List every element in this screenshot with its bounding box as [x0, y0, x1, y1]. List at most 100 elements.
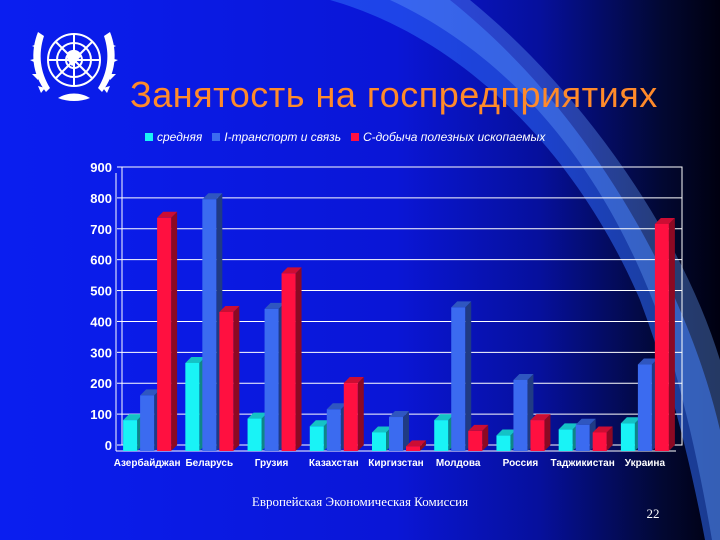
- un-emblem-logo: [30, 32, 118, 101]
- page-number: 22: [646, 506, 660, 521]
- bar: [123, 420, 138, 451]
- bar: [496, 435, 511, 451]
- legend-item-mining: C-добыча полезных ископаемых: [351, 128, 545, 146]
- y-tick-label: 400: [90, 314, 112, 329]
- x-tick-label: Киргизстан: [368, 458, 423, 469]
- x-tick-label: Украина: [625, 458, 666, 469]
- bar-top: [406, 440, 426, 447]
- bar: [406, 446, 420, 451]
- x-tick-label: Таджикистан: [551, 458, 615, 469]
- bar-chart: 0 100 200 300 400 500 600 700 800 900 Азербайджан Б…: [90, 160, 683, 469]
- bar: [637, 364, 652, 451]
- bar-top: [157, 211, 178, 218]
- legend-swatch-transport: [212, 133, 221, 141]
- x-tick-label: Грузия: [255, 458, 289, 469]
- bar-top: [389, 411, 409, 418]
- bar-top: [140, 389, 161, 396]
- bar: [185, 362, 200, 451]
- bar-side: [171, 211, 178, 451]
- bar-top: [451, 301, 472, 308]
- bar-top: [281, 267, 302, 274]
- legend-label-avg: средняя: [157, 130, 203, 144]
- y-tick-label: 100: [90, 407, 112, 422]
- footer-organization: Европейская Экономическая Комиссия: [251, 494, 469, 509]
- legend-label-transport: I-транспорт и связь: [224, 130, 342, 144]
- bar-top: [247, 412, 268, 419]
- bar-side: [544, 414, 551, 451]
- y-tick-label: 600: [90, 253, 112, 268]
- bar: [468, 430, 483, 451]
- bar-side: [357, 377, 364, 451]
- bar: [219, 312, 234, 451]
- bar: [264, 308, 279, 451]
- bar: [389, 417, 403, 451]
- bar: [140, 395, 155, 451]
- bar-top: [620, 417, 641, 424]
- bar-top: [468, 424, 489, 431]
- bar-top: [309, 420, 330, 427]
- bar-top: [575, 418, 596, 425]
- bar-side: [295, 267, 302, 451]
- bar-top: [654, 217, 675, 224]
- bar: [434, 420, 449, 451]
- legend-item-transport: I-транспорт и связь: [212, 128, 341, 146]
- bar-top: [637, 358, 658, 365]
- bar-top: [123, 414, 144, 421]
- bar-side: [606, 426, 613, 451]
- y-tick-label: 700: [90, 222, 112, 237]
- y-tick-label: 500: [90, 284, 112, 299]
- y-tick-label: 800: [90, 191, 112, 206]
- x-tick-label: Казахстан: [309, 458, 359, 469]
- y-tick-label: 300: [90, 345, 112, 360]
- bar: [513, 379, 528, 451]
- bar-top: [264, 302, 285, 309]
- bar-top: [372, 426, 392, 433]
- bar-top: [530, 414, 551, 421]
- bar: [620, 423, 635, 451]
- bar: [281, 273, 296, 451]
- bar: [558, 429, 573, 451]
- x-tick-label: Азербайджан: [114, 457, 181, 469]
- y-tick-label: 200: [90, 376, 112, 391]
- legend-swatch-mining: [351, 133, 360, 141]
- bar: [343, 383, 358, 451]
- bar: [202, 199, 217, 451]
- bar-top: [219, 306, 240, 312]
- bar-top: [592, 426, 613, 433]
- bar: [530, 420, 545, 451]
- bar: [247, 418, 262, 451]
- bar-top: [496, 429, 517, 436]
- y-tick-label: 0: [105, 438, 112, 453]
- bar-side: [465, 301, 472, 451]
- bar: [326, 409, 341, 451]
- bar: [157, 217, 172, 451]
- bar: [654, 223, 669, 451]
- bar-side: [482, 424, 489, 451]
- x-tick-label: Беларусь: [185, 458, 233, 469]
- bar: [451, 307, 466, 451]
- bar: [309, 426, 324, 451]
- bar-top: [558, 423, 579, 430]
- x-tick-label: Россия: [503, 458, 539, 469]
- bar-side: [403, 411, 409, 451]
- bar: [372, 432, 386, 451]
- bar-top: [202, 193, 223, 200]
- bar-top: [343, 377, 364, 384]
- legend-label-mining: C-добыча полезных ископаемых: [363, 130, 546, 144]
- bar-side: [420, 440, 426, 451]
- bar-side: [668, 217, 675, 451]
- legend-swatch-avg: [145, 133, 153, 141]
- chart-legend: средняя I-транспорт и связь C-добыча пол…: [145, 128, 545, 146]
- legend-item-avg: средняя: [145, 128, 202, 146]
- bar-side: [233, 306, 240, 451]
- bar-top: [434, 414, 455, 421]
- y-tick-label: 900: [90, 160, 112, 175]
- bar: [592, 432, 607, 451]
- bar: [575, 424, 590, 451]
- bar-top: [513, 373, 534, 380]
- bar-top: [185, 356, 206, 363]
- slide-title: Занятость на госпредприятиях: [130, 74, 658, 115]
- x-tick-label: Молдова: [436, 458, 481, 469]
